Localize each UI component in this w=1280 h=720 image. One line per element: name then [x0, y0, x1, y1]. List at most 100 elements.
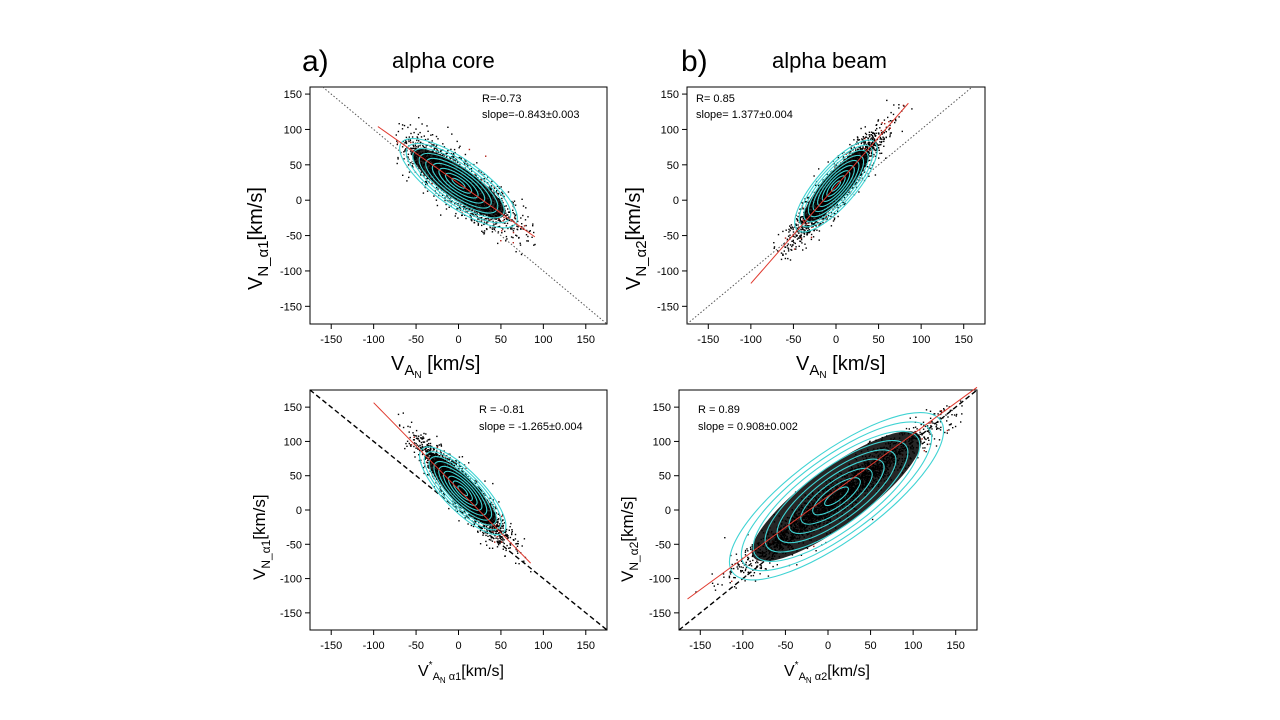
data-point — [787, 257, 789, 260]
data-point — [516, 225, 518, 227]
data-point — [869, 149, 871, 152]
data-point — [441, 194, 444, 196]
data-point — [420, 174, 422, 176]
data-point — [501, 232, 503, 234]
data-point — [411, 165, 413, 167]
data-point — [500, 221, 502, 223]
data-point — [814, 228, 816, 231]
data-point — [881, 140, 883, 143]
y-tick-label: 100 — [284, 124, 302, 136]
data-point — [868, 148, 871, 150]
data-point — [506, 218, 508, 220]
data-point — [806, 231, 808, 233]
data-point — [790, 227, 792, 230]
data-point — [888, 128, 890, 131]
data-point — [895, 119, 897, 122]
data-point — [527, 216, 529, 218]
data-point — [476, 162, 478, 164]
data-point — [496, 190, 498, 192]
data-point — [862, 136, 864, 138]
data-point — [453, 159, 455, 161]
data-point — [436, 204, 439, 207]
data-point — [464, 162, 466, 165]
data-point — [799, 208, 801, 210]
data-point — [397, 158, 399, 160]
data-point — [401, 146, 404, 148]
data-point — [461, 211, 463, 214]
data-point — [505, 240, 507, 242]
data-point — [444, 197, 446, 199]
data-point — [508, 211, 510, 213]
data-point — [807, 231, 809, 234]
data-point — [873, 132, 876, 135]
data-point — [777, 250, 779, 252]
data-point — [495, 218, 497, 220]
data-point — [806, 225, 808, 227]
data-point — [853, 139, 855, 141]
x-tick-label: -100 — [363, 334, 385, 346]
data-point — [873, 149, 875, 151]
data-point — [798, 212, 800, 214]
data-point — [490, 188, 492, 191]
data-point — [792, 239, 794, 242]
data-point — [500, 186, 502, 188]
data-point — [477, 223, 480, 225]
data-point — [447, 126, 449, 128]
data-point — [788, 231, 790, 233]
data-point — [453, 156, 455, 158]
data-point — [500, 194, 502, 196]
data-point — [498, 187, 501, 190]
chart-alpha-core-top: -150 -100 -50 0 50 100 150-150-100-50050100150… — [245, 86, 608, 381]
data-point — [883, 140, 885, 143]
data-point — [802, 249, 804, 251]
y-tick-label: 150 — [284, 89, 302, 101]
data-point — [482, 231, 484, 234]
data-point — [822, 214, 825, 217]
data-point — [473, 219, 476, 222]
data-point — [419, 131, 421, 134]
data-point — [874, 142, 876, 145]
data-point — [800, 238, 803, 241]
data-point — [878, 157, 880, 159]
data-point — [843, 196, 846, 199]
x-tick-label: 100 — [534, 334, 552, 346]
data-point — [497, 231, 500, 233]
data-point — [892, 113, 895, 116]
data-point — [801, 226, 803, 228]
data-point — [417, 133, 419, 136]
x-tick-label: 50 — [495, 334, 507, 346]
data-point — [512, 236, 514, 239]
data-point — [525, 234, 528, 236]
data-point — [855, 181, 857, 184]
data-point — [462, 206, 464, 208]
data-point — [491, 231, 494, 233]
data-point — [524, 219, 527, 221]
data-point — [801, 226, 804, 228]
data-point — [870, 155, 873, 157]
data-point — [864, 126, 866, 128]
data-point — [426, 177, 428, 180]
data-point — [479, 213, 482, 216]
data-point — [507, 208, 509, 210]
data-point — [791, 249, 793, 251]
data-point — [803, 233, 806, 235]
data-point — [805, 247, 807, 249]
data-point — [398, 123, 400, 125]
data-point — [427, 138, 429, 140]
data-point — [873, 138, 876, 141]
data-point — [843, 203, 845, 206]
data-point — [481, 179, 483, 181]
data-point — [474, 173, 476, 175]
data-point — [445, 203, 447, 206]
data-point — [791, 240, 793, 242]
panel-label-b: b) — [681, 45, 708, 78]
data-point — [502, 220, 504, 222]
data-point — [807, 197, 809, 199]
data-point — [473, 222, 476, 224]
data-point — [802, 216, 804, 218]
data-point — [407, 157, 409, 159]
data-point — [795, 246, 797, 248]
data-point — [802, 222, 804, 224]
data-point — [494, 226, 496, 229]
data-point — [894, 121, 896, 124]
